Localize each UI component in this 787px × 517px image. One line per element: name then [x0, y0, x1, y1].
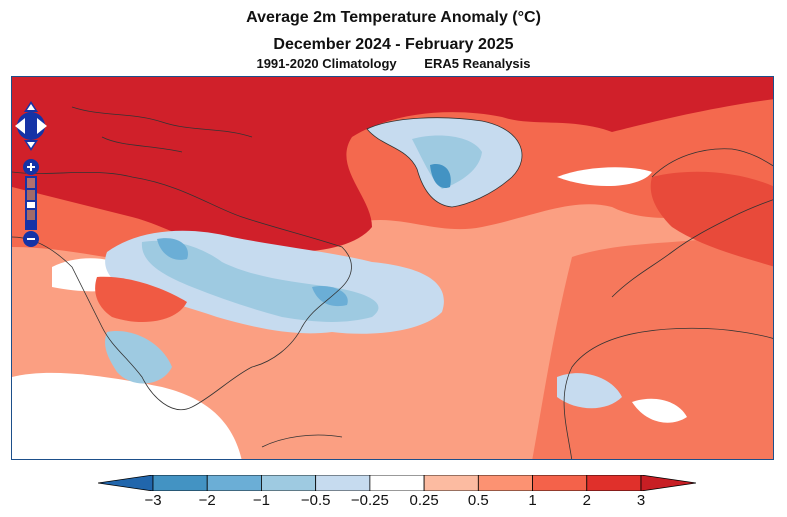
colorbar-bin [532, 474, 588, 492]
dataset-label: ERA5 Reanalysis [424, 56, 531, 71]
colorbar-max-extend [640, 474, 697, 492]
field-southwest-warm [95, 276, 187, 322]
zoom-out-icon [27, 238, 35, 240]
colorbar-tick-label: 2 [582, 492, 591, 509]
field-greenland-cold [412, 135, 482, 189]
colorbar-bin [152, 474, 208, 492]
field-mexico-cool [105, 331, 172, 384]
colorbar-bin [586, 474, 642, 492]
field-plains-cold [157, 238, 188, 260]
colorbar-tick-label: 0.25 [409, 492, 439, 509]
pan-control[interactable] [13, 99, 49, 153]
pan-right-icon[interactable] [37, 118, 47, 134]
pan-left-icon[interactable] [15, 118, 25, 134]
colorbar-bin [315, 474, 371, 492]
map-title: Average 2m Temperature Anomaly (°C) [246, 9, 541, 26]
colorbar-tick-label: −0.25 [350, 492, 389, 509]
colorbar-tick-label: 1 [528, 492, 537, 509]
map-period: December 2024 - February 2025 [273, 36, 514, 53]
field-neutral-3 [12, 372, 242, 459]
field-africa-cool [557, 373, 622, 409]
field-europe-warm [650, 171, 773, 267]
colorbar-tick-label: 0.5 [467, 492, 489, 509]
colorbar-tick-label: −2 [198, 492, 216, 509]
colorbar-bin [261, 474, 317, 492]
field-eastcoast-cold [312, 286, 348, 307]
anomaly-field [12, 77, 773, 459]
colorbar-tick-label: −1 [252, 492, 270, 509]
colorbar: −3 −2 −1 −0.5 −0.25 0.25 0.5 1 2 3 [97, 474, 697, 515]
field-us-cold [141, 240, 379, 322]
colorbar-bar [97, 474, 697, 492]
map-subtitle: 1991-2020 Climatology ERA5 Reanalysis [0, 56, 787, 71]
field-hot [12, 77, 773, 252]
field-neutral-1 [557, 167, 652, 187]
colorbar-tick-label: −0.5 [300, 492, 331, 509]
field-africa-neutral [632, 398, 687, 423]
anomaly-map[interactable] [11, 76, 774, 460]
zoom-control[interactable] [22, 158, 40, 248]
climatology-label: 1991-2020 Climatology [256, 56, 397, 71]
field-greenland-core [430, 163, 451, 189]
zoom-slider-handle[interactable] [27, 202, 35, 208]
colorbar-bin [206, 474, 262, 492]
colorbar-bin [477, 474, 533, 492]
colorbar-bin [369, 474, 425, 492]
colorbar-bin [423, 474, 479, 492]
colorbar-tick-label: 3 [636, 492, 646, 509]
colorbar-min-extend [97, 474, 154, 492]
land-borders [12, 106, 773, 459]
colorbar-tick-label: −3 [144, 492, 162, 509]
